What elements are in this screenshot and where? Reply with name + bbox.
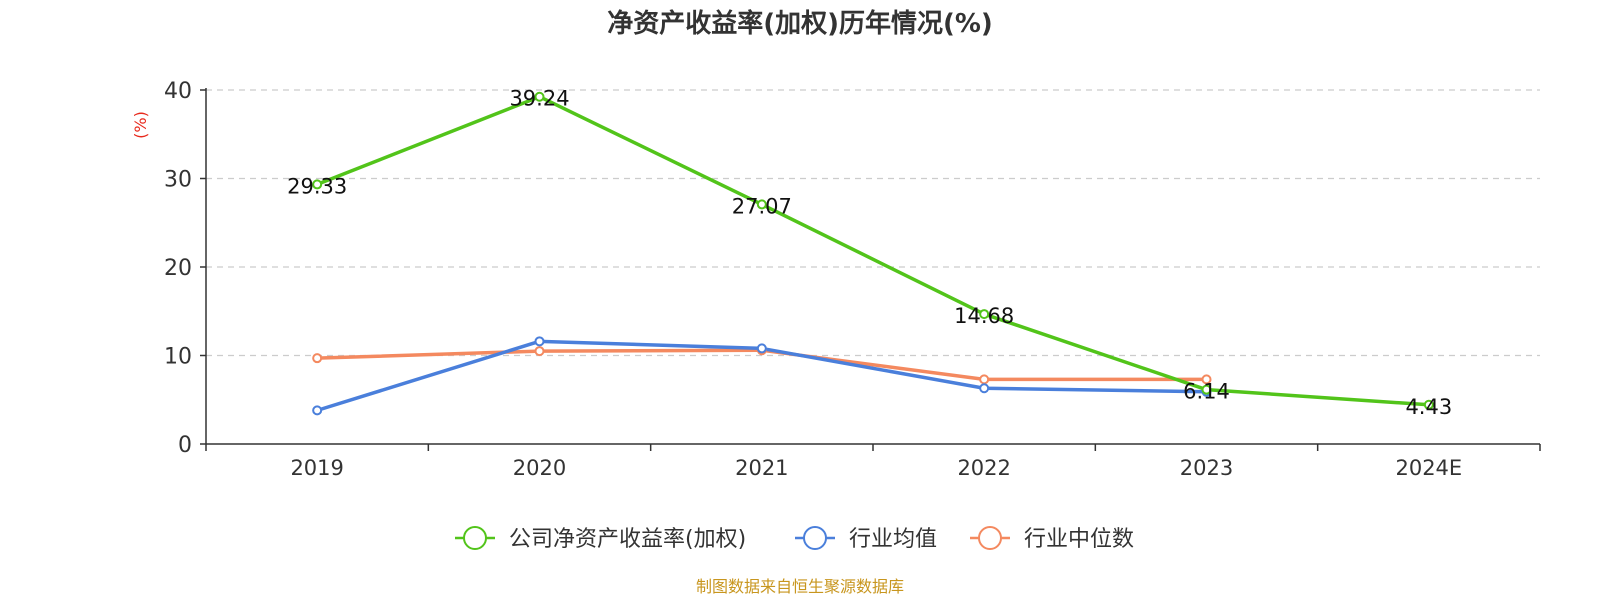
series-lines — [316, 94, 1429, 413]
data-labels: 29.33 39.24 27.07 14.68 6.14 4.43 — [287, 87, 1452, 419]
legend-label: 行业均值 — [849, 527, 937, 552]
data-point — [1201, 384, 1212, 395]
series-points — [312, 91, 1434, 416]
y-tick-label: 10 — [164, 345, 192, 370]
legend-marker — [463, 526, 487, 550]
legend-label: 公司净资产收益率(加权) — [509, 527, 746, 552]
chart-title: 净资产收益率(加权)历年情况(%) — [607, 8, 993, 39]
x-tick-label: 2020 — [513, 456, 566, 480]
legend-item: 公司净资产收益率(加权) — [455, 526, 746, 552]
data-point — [534, 91, 545, 102]
data-point — [979, 383, 990, 394]
data-label: 29.33 — [287, 174, 347, 198]
data-point — [534, 346, 545, 357]
y-tick-label: 40 — [164, 79, 192, 104]
x-tick-label: 2023 — [1180, 456, 1233, 480]
legend-label: 行业中位数 — [1024, 527, 1134, 552]
legend-item: 行业均值 — [795, 526, 937, 552]
data-label: 14.68 — [954, 304, 1014, 328]
data-point — [312, 353, 323, 364]
data-point — [1423, 399, 1434, 410]
x-tick-label: 2024E — [1395, 456, 1462, 480]
data-point — [756, 343, 767, 354]
x-tick-label: 2019 — [290, 456, 343, 480]
data-point — [756, 199, 767, 210]
y-axis-label: (%) — [131, 111, 150, 139]
data-point — [312, 179, 323, 190]
source-note: 制图数据来自恒生聚源数据库 — [696, 577, 904, 596]
data-label: 6.14 — [1183, 380, 1230, 404]
grid-lines — [206, 89, 1540, 357]
data-point — [1201, 374, 1212, 385]
series-line — [316, 94, 1429, 407]
y-tick-label: 30 — [164, 168, 192, 193]
y-tick-label: 20 — [164, 256, 192, 281]
legend-marker — [978, 526, 1002, 550]
legend-item: 行业中位数 — [970, 526, 1134, 552]
data-label: 39.24 — [509, 87, 569, 111]
data-label: 4.43 — [1405, 395, 1452, 419]
axes: 0 10 20 30 40 2019 2020 2021 2022 2023 2024E — [164, 79, 1541, 480]
legend-marker — [803, 526, 827, 550]
data-point — [312, 405, 323, 416]
data-label: 27.07 — [732, 194, 792, 218]
data-point — [979, 309, 990, 320]
x-tick-label: 2022 — [957, 456, 1010, 480]
data-point — [534, 336, 545, 347]
legend: 公司净资产收益率(加权) 行业均值 行业中位数 — [455, 526, 1134, 552]
data-point — [979, 374, 990, 385]
y-tick-label: 0 — [178, 433, 192, 458]
x-tick-label: 2021 — [735, 456, 788, 480]
